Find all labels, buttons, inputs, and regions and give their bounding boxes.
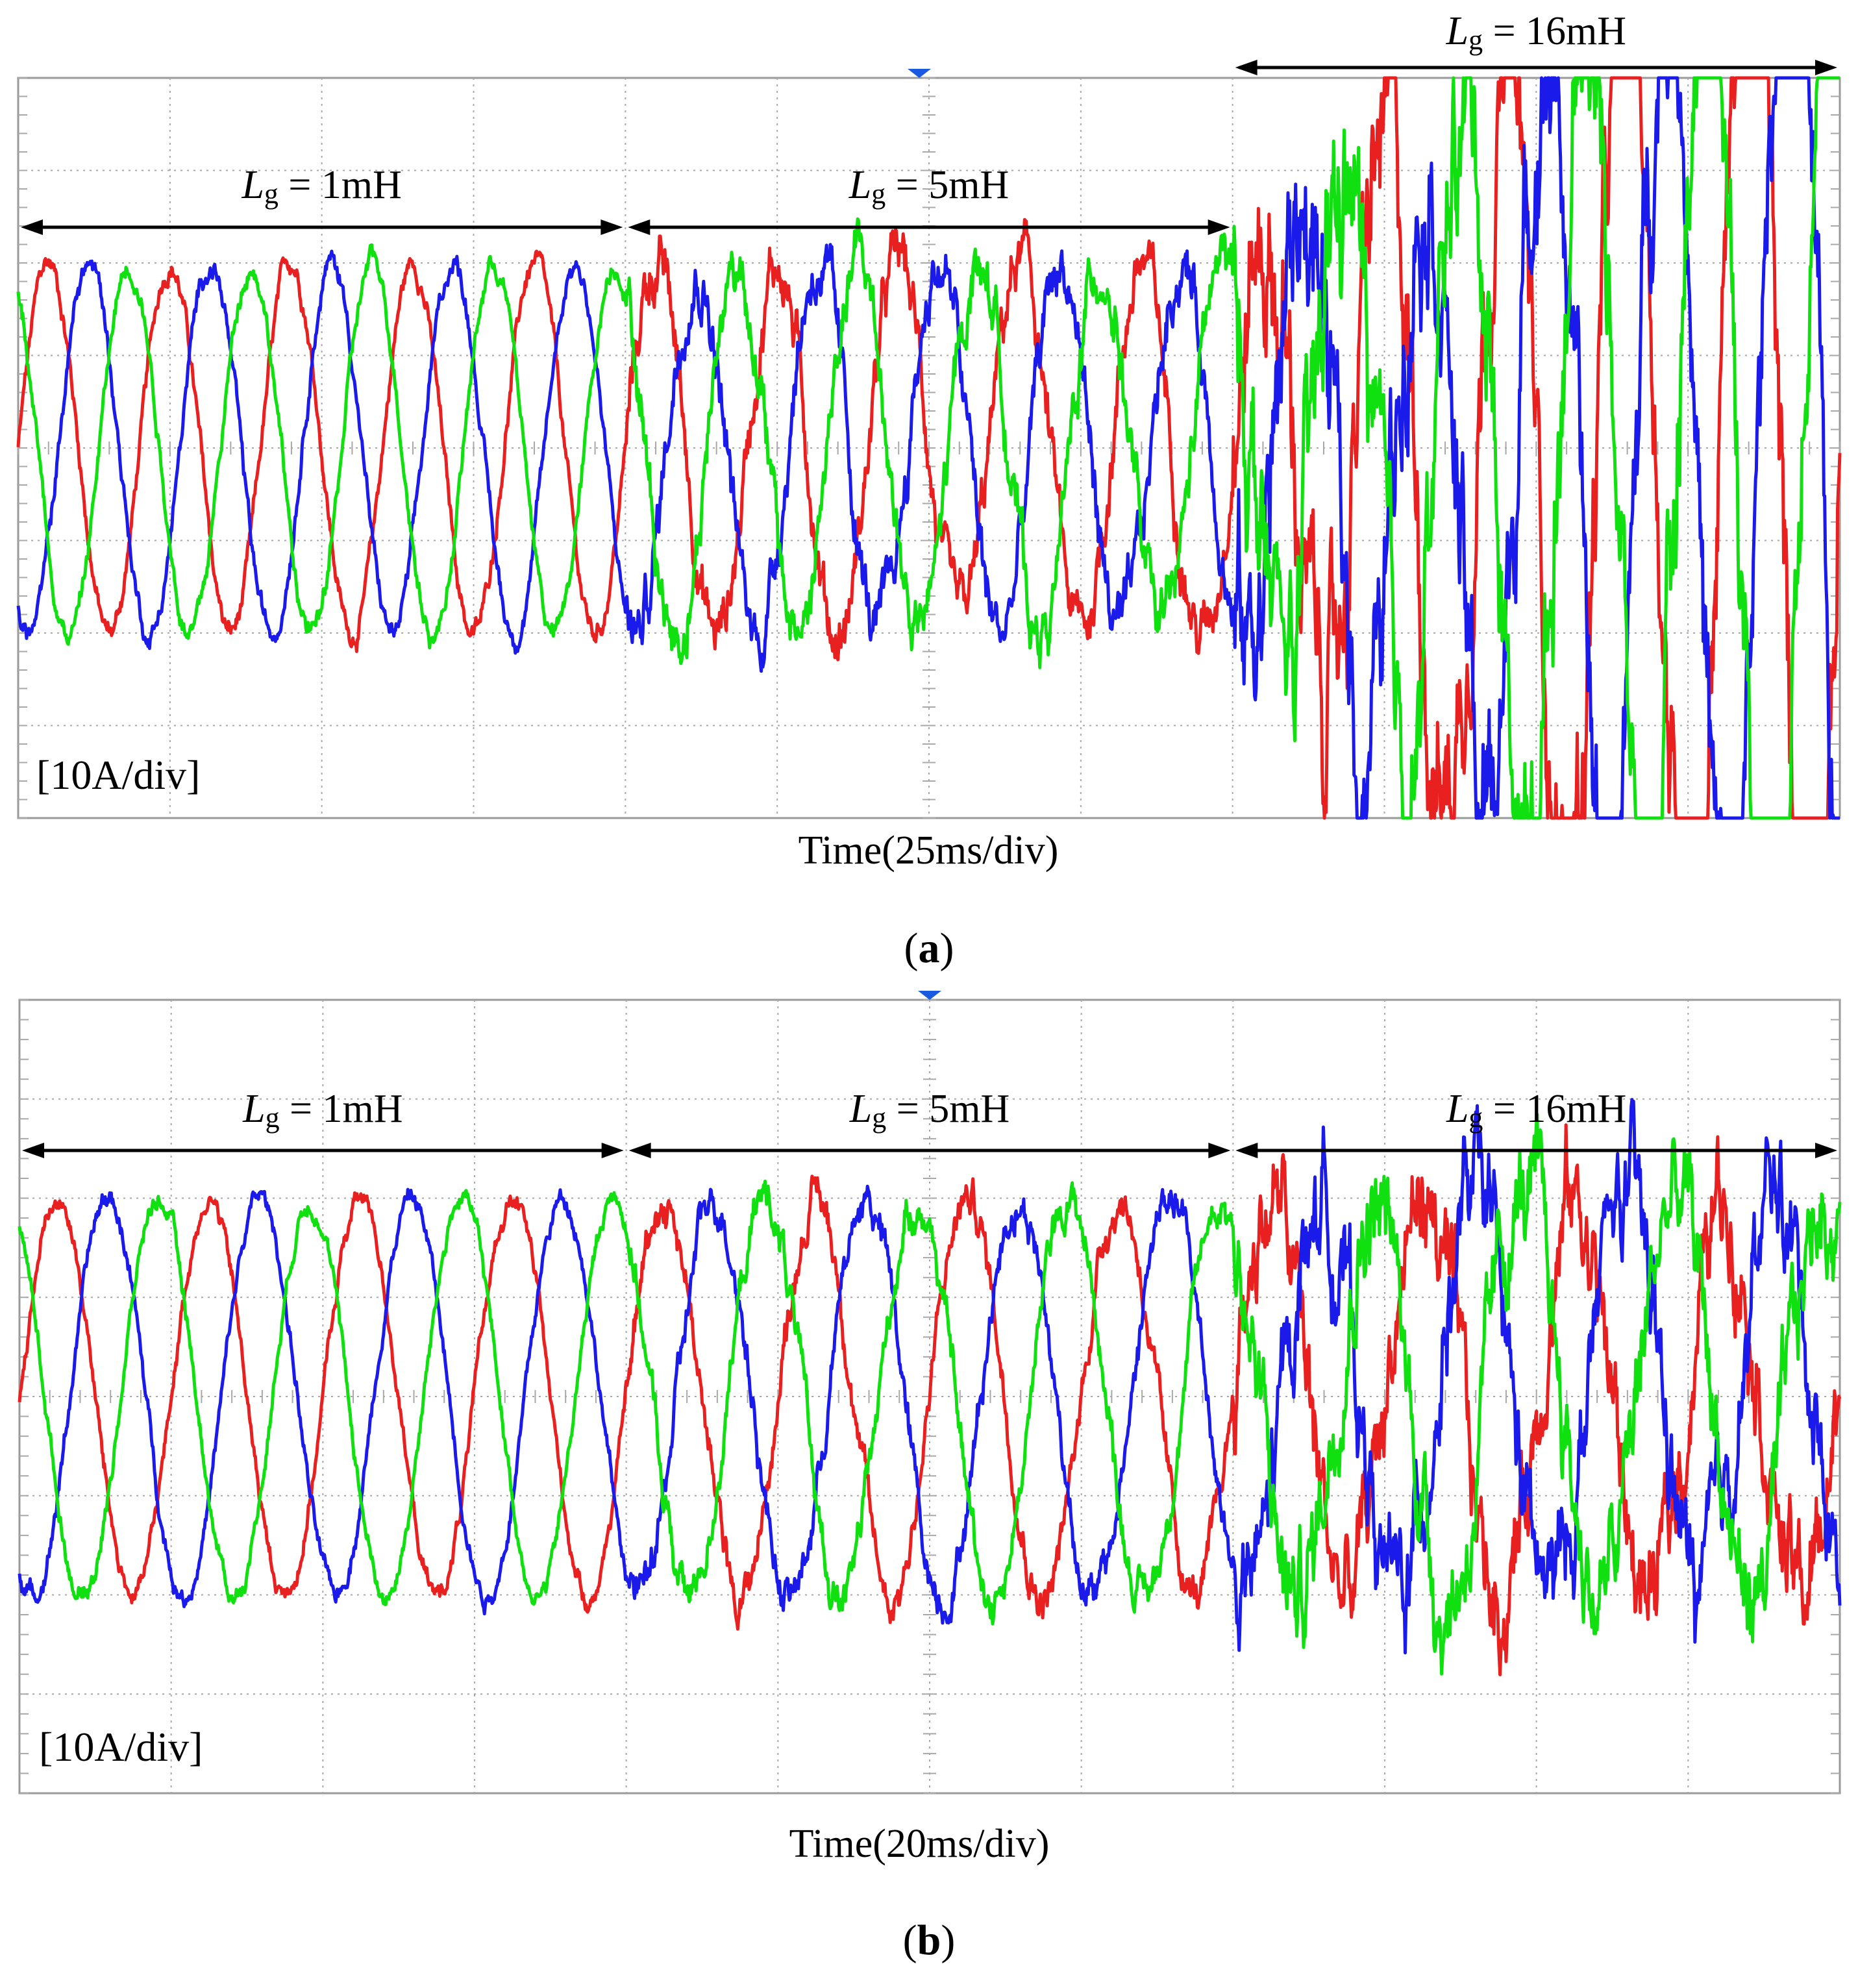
interval-label-value: = 16mH — [1483, 9, 1626, 53]
interval-label-symbol: L — [849, 1087, 872, 1131]
interval-label-value: = 5mH — [886, 1087, 1010, 1131]
interval-label-subscript: g — [1468, 24, 1483, 56]
arrowhead-left — [1235, 60, 1257, 75]
interval-label: Lg = 5mH — [848, 163, 1009, 210]
arrowhead-right — [601, 1143, 624, 1158]
interval-label-symbol: L — [242, 1087, 265, 1131]
interval-label-value: = 1mH — [279, 163, 402, 207]
phase-current-trace-1 — [16, 76, 1842, 820]
phase-current-trace-1 — [18, 1123, 1842, 1676]
arrowhead-right — [1815, 1143, 1837, 1158]
trigger-marker-a — [908, 69, 931, 78]
arrowhead-right — [1208, 1143, 1231, 1158]
traces-a — [16, 76, 1842, 820]
phase-current-trace-2 — [16, 76, 1841, 820]
interval-label-symbol: L — [1446, 1087, 1468, 1131]
arrowhead-left — [21, 219, 43, 235]
phase-current-trace-3 — [18, 1113, 1842, 1676]
y-scale-label-b: [10A/div] — [39, 1724, 203, 1770]
interval-label: Lg = 1mH — [241, 163, 401, 210]
interval-label-value: = 5mH — [886, 163, 1009, 207]
interval-label-value: = 16mH — [1483, 1087, 1626, 1131]
panel-caption-b: (b) — [903, 1917, 956, 1964]
x-axis-label-b: Time(20ms/div) — [789, 1822, 1050, 1866]
interval-label-symbol: L — [848, 163, 871, 207]
trigger-marker-b — [918, 991, 941, 1000]
interval-label-subscript: g — [1468, 1102, 1483, 1134]
interval-label-value: = 1mH — [280, 1087, 403, 1131]
interval-label: Lg = 16mH — [1446, 1087, 1626, 1134]
arrowhead-right — [1208, 219, 1230, 235]
interval-label: Lg = 5mH — [849, 1087, 1010, 1134]
interval-label-subscript: g — [872, 1102, 886, 1134]
interval-label-symbol: L — [1446, 9, 1468, 53]
arrowhead-right — [601, 219, 623, 235]
y-scale-label-a: [10A/div] — [36, 752, 200, 798]
arrowhead-left — [628, 219, 650, 235]
interval-label-subscript: g — [266, 1102, 280, 1134]
arrowhead-right — [1815, 60, 1837, 75]
panel-caption-a: (a) — [904, 925, 954, 972]
panel-b: Lg = 1mH Lg = 5mH Lg = 16mH [10A/div] Time… — [18, 991, 1842, 1964]
interval-label-symbol: L — [241, 163, 264, 207]
arrowhead-left — [22, 1143, 44, 1158]
arrowhead-left — [1235, 1143, 1258, 1158]
phase-current-trace-3 — [16, 76, 1841, 820]
interval-label: Lg = 16mH — [1446, 9, 1626, 56]
arrowhead-left — [628, 1143, 651, 1158]
x-axis-label-a: Time(25ms/div) — [799, 828, 1059, 873]
interval-label-subscript: g — [264, 178, 279, 210]
interval-arrows-b: Lg = 1mH Lg = 5mH Lg = 16mH — [22, 1087, 1837, 1158]
phase-current-trace-2 — [18, 1098, 1842, 1655]
interval-label-subscript: g — [871, 178, 886, 210]
traces-b — [18, 1098, 1842, 1676]
interval-label: Lg = 1mH — [242, 1087, 403, 1134]
